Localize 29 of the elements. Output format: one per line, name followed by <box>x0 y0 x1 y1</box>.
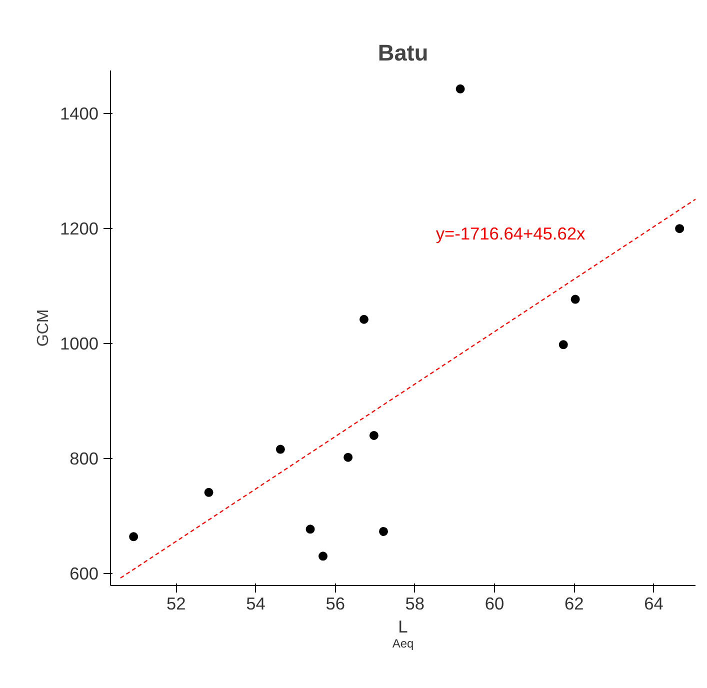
x-tick-label: 58 <box>405 594 425 614</box>
point <box>318 552 328 561</box>
point <box>570 294 580 304</box>
x-tick-label: 64 <box>644 594 664 614</box>
y-tick-label: 1400 <box>60 104 99 124</box>
x-tick-label: 62 <box>564 594 584 614</box>
point <box>306 524 315 534</box>
point <box>276 444 285 454</box>
y-tick-label: 1000 <box>60 334 99 354</box>
chart-title: Batu <box>378 40 428 66</box>
point <box>379 526 388 536</box>
annotation: y=-1716.64+45.62x <box>436 224 586 244</box>
x-tick-label: 52 <box>166 594 186 614</box>
x-tick-label: 54 <box>246 594 266 614</box>
point <box>344 452 353 462</box>
x-tick-label: 60 <box>484 594 504 614</box>
y-tick-label: 1200 <box>60 218 99 239</box>
x-tick-label: 56 <box>326 594 345 614</box>
point <box>129 532 138 542</box>
point <box>204 488 214 497</box>
x-axis-title: LAeq <box>392 616 414 650</box>
point <box>369 430 378 440</box>
point <box>456 84 465 94</box>
point <box>360 314 368 324</box>
y-axis-title: GCM <box>34 309 52 347</box>
y-tick-label: 600 <box>70 563 99 584</box>
y-tick-label: 800 <box>70 448 99 468</box>
point <box>675 224 684 234</box>
point <box>558 340 568 350</box>
